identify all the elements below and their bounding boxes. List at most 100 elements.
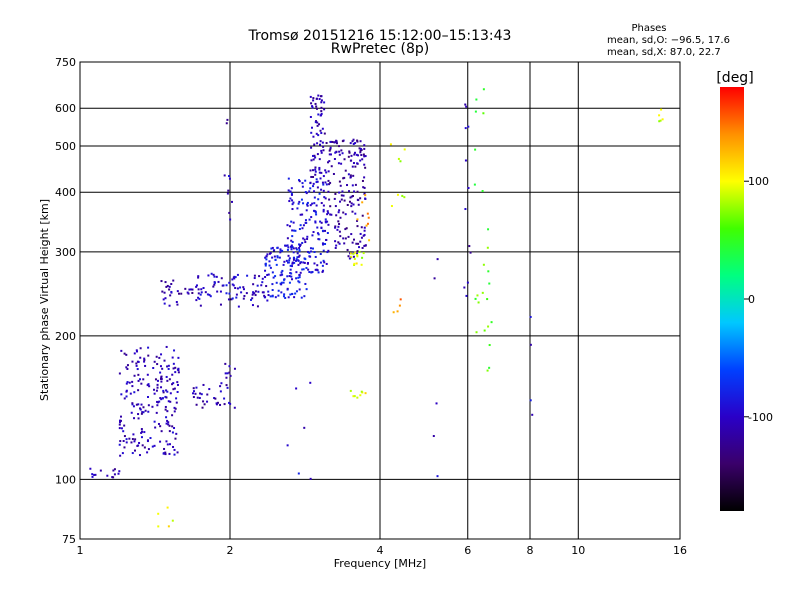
data-point — [193, 390, 196, 393]
data-point — [331, 140, 334, 143]
data-point — [298, 254, 301, 257]
data-point — [355, 252, 358, 255]
data-point — [361, 179, 364, 182]
data-point — [140, 382, 143, 385]
data-point — [202, 400, 205, 403]
data-point — [156, 400, 159, 403]
data-point — [363, 144, 366, 147]
data-point — [486, 298, 489, 301]
data-point — [217, 280, 220, 283]
data-point — [246, 274, 249, 277]
data-point — [135, 349, 138, 352]
data-point — [350, 205, 353, 208]
data-point — [272, 276, 275, 279]
data-point — [329, 213, 332, 216]
data-point — [240, 291, 243, 294]
data-point — [344, 213, 347, 216]
data-point — [304, 191, 307, 194]
data-point — [164, 408, 167, 411]
data-point — [321, 127, 324, 130]
data-point — [219, 290, 222, 293]
data-point — [253, 277, 256, 280]
data-point — [271, 295, 274, 298]
data-point — [199, 293, 202, 296]
data-point — [296, 252, 299, 255]
data-point — [144, 409, 147, 412]
data-point — [304, 258, 307, 261]
data-point — [279, 251, 282, 254]
data-point — [252, 291, 255, 294]
data-point — [166, 410, 169, 413]
data-point — [338, 242, 341, 245]
data-point — [307, 250, 310, 253]
data-point — [254, 290, 257, 293]
data-point — [171, 356, 174, 359]
data-point — [298, 244, 301, 247]
data-point — [171, 414, 174, 417]
data-point — [320, 221, 323, 224]
data-point — [403, 196, 406, 199]
data-point — [357, 203, 360, 206]
data-point — [475, 98, 478, 101]
data-point — [113, 473, 116, 476]
data-point — [286, 275, 289, 278]
data-point — [228, 177, 231, 180]
data-point — [350, 202, 353, 205]
data-point — [268, 260, 271, 263]
data-point — [320, 149, 323, 152]
data-point — [487, 270, 490, 273]
data-point — [353, 190, 356, 193]
data-point — [351, 241, 354, 244]
data-point — [281, 273, 284, 276]
data-point — [473, 183, 476, 186]
data-point — [474, 110, 477, 113]
data-point — [224, 372, 227, 375]
data-point — [342, 237, 345, 240]
y-axis-ticks: 75 100 200 300 400 500 600 750 — [55, 56, 76, 546]
data-point — [363, 186, 366, 189]
data-point — [290, 192, 293, 195]
data-point — [325, 238, 328, 241]
data-point — [318, 158, 321, 161]
data-point — [302, 202, 305, 205]
data-point — [328, 160, 331, 163]
data-point — [302, 261, 305, 264]
data-point — [291, 229, 294, 232]
data-point — [319, 177, 322, 180]
data-point — [147, 346, 150, 349]
data-point — [267, 294, 270, 297]
data-point — [362, 186, 365, 189]
data-point — [351, 210, 354, 213]
data-point — [172, 445, 175, 448]
data-point — [323, 261, 326, 264]
data-point — [300, 198, 303, 201]
data-point — [315, 97, 318, 100]
data-point — [169, 400, 172, 403]
data-point — [364, 166, 367, 169]
data-point — [200, 288, 203, 291]
data-point — [135, 403, 138, 406]
data-point — [125, 395, 128, 398]
data-point — [142, 406, 145, 409]
data-point — [176, 451, 179, 454]
data-point — [140, 403, 143, 406]
data-point — [311, 202, 314, 205]
data-point — [228, 365, 231, 368]
data-point — [339, 200, 342, 203]
data-point — [191, 291, 194, 294]
data-point — [290, 187, 293, 190]
data-point — [265, 255, 268, 258]
data-point — [292, 229, 295, 232]
data-point — [106, 474, 109, 477]
data-point — [270, 247, 273, 250]
data-point — [317, 94, 320, 97]
data-point — [281, 249, 284, 252]
data-point — [313, 210, 316, 213]
data-point — [297, 276, 300, 279]
data-point — [334, 240, 337, 243]
data-point — [261, 281, 264, 284]
chart-title: Tromsø 20151216 15:12:00–15:13:43 — [248, 28, 512, 44]
data-point — [212, 273, 215, 276]
data-point — [155, 389, 158, 392]
data-point — [313, 262, 316, 265]
